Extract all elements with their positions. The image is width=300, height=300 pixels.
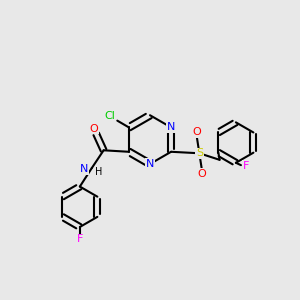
Text: F: F xyxy=(243,161,249,171)
Text: H: H xyxy=(94,167,102,177)
Text: O: O xyxy=(197,169,206,179)
Text: O: O xyxy=(193,128,201,137)
Text: O: O xyxy=(89,124,98,134)
Text: N: N xyxy=(146,159,154,169)
Text: F: F xyxy=(77,235,83,244)
Text: Cl: Cl xyxy=(104,111,115,121)
Text: S: S xyxy=(196,148,203,158)
Text: N: N xyxy=(80,164,88,174)
Text: N: N xyxy=(167,122,175,132)
